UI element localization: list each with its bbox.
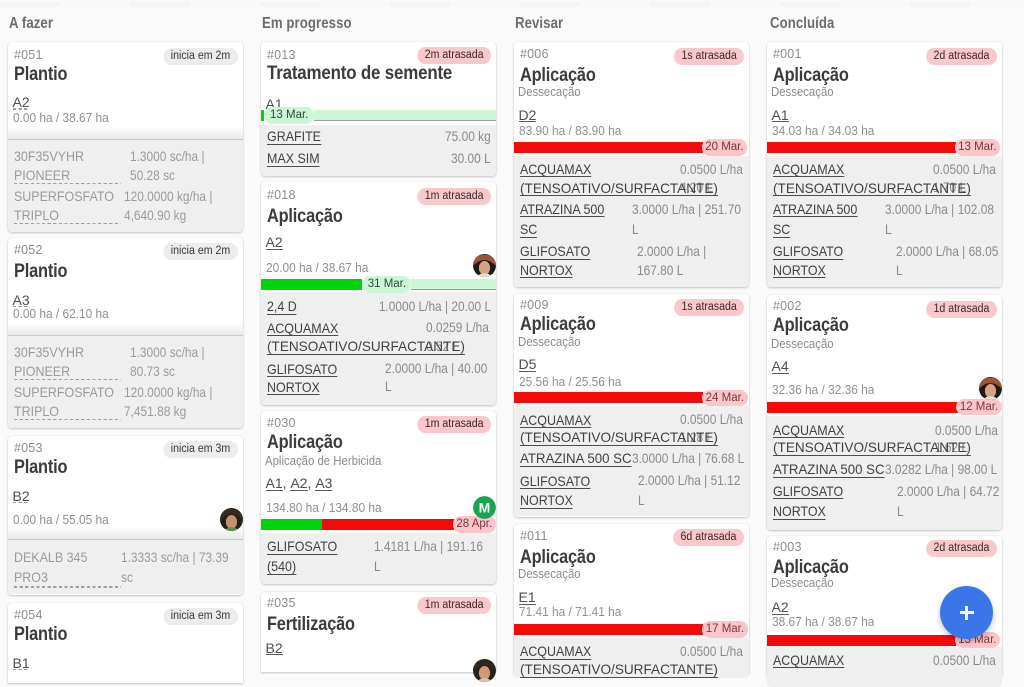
svg-text:M: M [479, 499, 491, 515]
